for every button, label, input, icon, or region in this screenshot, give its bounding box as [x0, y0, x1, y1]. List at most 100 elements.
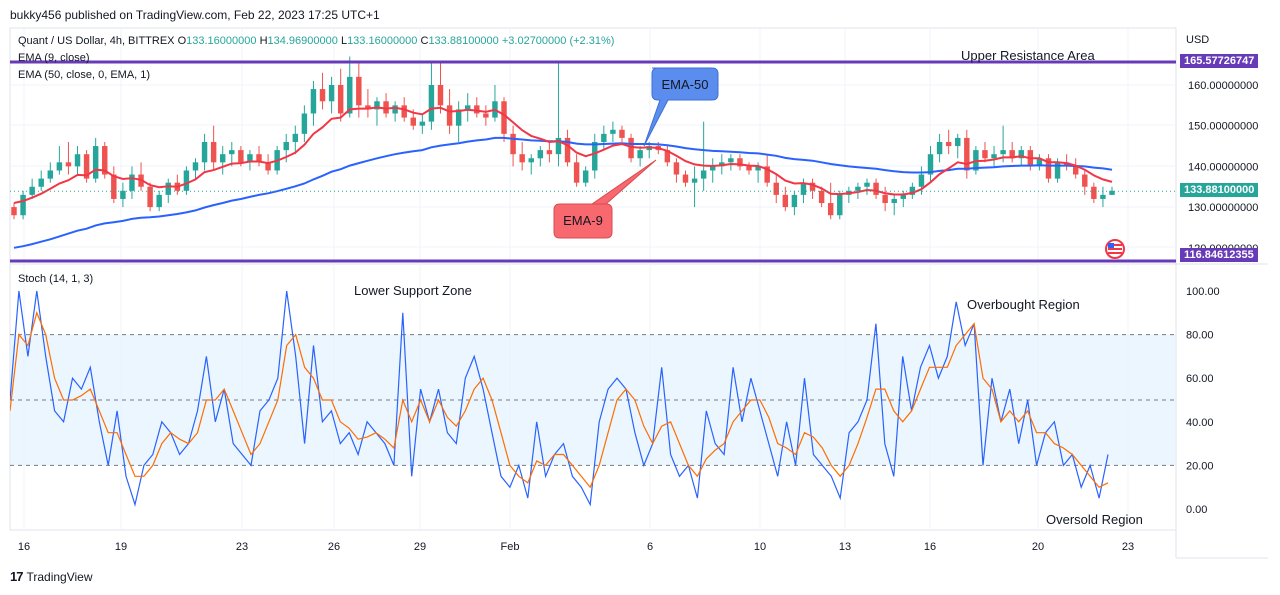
candle-body	[873, 182, 879, 195]
ohlc-legend: Quant / US Dollar, 4h, BITTREX O133.1600…	[18, 35, 614, 47]
candle	[846, 186, 852, 204]
candle-body	[809, 182, 816, 191]
candle	[891, 194, 897, 216]
candle-body	[283, 141, 289, 151]
candle	[773, 174, 779, 204]
ema9-legend[interactable]: EMA (9, close)	[18, 52, 90, 64]
candle	[147, 182, 153, 212]
open-value: 133.16000000	[186, 35, 257, 47]
price-axis: 160.00000000 150.00000000 140.00000000 130.…	[1188, 80, 1258, 255]
candle-body	[773, 182, 779, 195]
candle	[573, 154, 580, 187]
candle	[92, 137, 99, 183]
candle-body	[682, 174, 689, 183]
candle	[564, 129, 571, 167]
candle-body	[383, 101, 389, 114]
candle-body	[737, 158, 743, 167]
time-tick-label: 29	[414, 541, 426, 553]
ema9-line	[13, 106, 1113, 204]
candle	[592, 133, 598, 179]
candle-body	[238, 150, 244, 163]
candle-body	[1063, 162, 1070, 167]
symbol-label[interactable]: Quant / US Dollar, 4h, BITTREX	[18, 35, 175, 47]
candle	[374, 97, 380, 126]
candle	[265, 154, 271, 175]
stoch-tick-label: 20.00	[1186, 460, 1214, 472]
candle	[1045, 154, 1052, 183]
candle	[492, 85, 498, 122]
candle	[519, 141, 525, 171]
ema50-callout[interactable]: EMA-50	[643, 67, 719, 147]
low-label: L	[340, 35, 348, 47]
candle-body	[564, 137, 571, 163]
stoch-tick-label: 80.00	[1186, 330, 1214, 342]
candle	[1009, 141, 1015, 163]
candle	[700, 121, 707, 191]
candle-body	[1018, 150, 1024, 159]
candle-body	[936, 141, 943, 155]
candle	[673, 158, 680, 183]
candle-body	[65, 162, 72, 167]
candle	[628, 133, 634, 163]
candle-body	[74, 154, 81, 167]
time-tick-label: 10	[754, 541, 766, 553]
us-flag-icon[interactable]	[1105, 239, 1125, 259]
candle-body	[601, 133, 607, 142]
ema50-callout-label: EMA-50	[662, 77, 709, 92]
candle	[319, 72, 326, 110]
candle-body	[1036, 158, 1043, 167]
candle-body	[165, 182, 171, 195]
stoch-k-line	[10, 290, 1109, 507]
candle-body	[229, 150, 235, 155]
stoch-band-fill	[10, 334, 1176, 466]
candle-body	[546, 150, 553, 155]
candle-body	[310, 89, 317, 114]
pane-frames	[9, 27, 1268, 559]
candle	[120, 182, 126, 208]
candle-body	[827, 203, 834, 216]
candle-body	[1000, 150, 1006, 155]
currency-label[interactable]: USD	[1186, 34, 1210, 46]
candle	[383, 93, 389, 118]
stoch-tick-label: 0.00	[1186, 504, 1207, 516]
candle	[11, 203, 17, 220]
candle	[219, 146, 226, 175]
resistance-price-badge: 165.57726747	[1180, 54, 1259, 68]
candle	[47, 162, 54, 183]
candle-body	[664, 150, 671, 163]
tradingview-footer[interactable]: 17 TradingView	[10, 569, 93, 584]
candle	[347, 56, 353, 118]
candle-body	[47, 170, 54, 179]
ema50-legend[interactable]: EMA (50, close, 0, EMA, 1)	[18, 69, 151, 81]
candle-body	[791, 194, 798, 208]
candle	[791, 190, 798, 216]
candle-body	[746, 166, 752, 171]
time-tick-label: 23	[1122, 541, 1134, 553]
candle	[210, 125, 217, 171]
candle-body	[728, 158, 734, 163]
candle	[664, 146, 671, 167]
time-tick-label: 13	[839, 541, 851, 553]
ema9-callout[interactable]: EMA-9	[553, 159, 657, 239]
price-tick-label: 150.00000000	[1188, 121, 1258, 133]
candle-body	[555, 137, 562, 155]
candle	[510, 125, 516, 167]
time-tick-label: 19	[115, 541, 127, 553]
footer-brand: TradingView	[26, 569, 93, 584]
close-label: C	[420, 35, 429, 47]
candle-body	[1109, 190, 1115, 195]
candle-body	[991, 154, 997, 159]
candle	[1000, 125, 1006, 163]
stoch-legend[interactable]: Stoch (14, 1, 3)	[18, 273, 94, 285]
ema9-callout-shape	[553, 159, 657, 239]
candle-body	[29, 186, 35, 195]
candle-body	[319, 89, 326, 102]
time-tick-label: 23	[236, 541, 248, 553]
candle-body	[392, 105, 398, 114]
candle	[827, 182, 834, 220]
candle-body	[909, 186, 916, 195]
candle-body	[83, 154, 90, 179]
candle	[328, 76, 335, 114]
candle	[38, 170, 44, 191]
